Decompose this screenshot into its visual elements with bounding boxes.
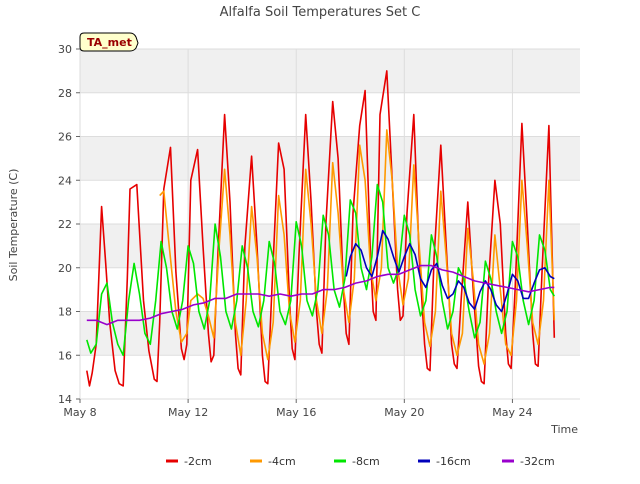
x-tick-label: May 16 (276, 406, 316, 419)
x-axis-ticks: May 8 May 12 May 16 May 20 May 24 (63, 399, 533, 419)
y-tick-label: 18 (58, 306, 72, 319)
series-line-2 (86, 183, 555, 357)
series-line-4 (86, 264, 555, 326)
x-tick-label: May 12 (168, 406, 208, 419)
legend-label: -16cm (436, 455, 471, 468)
y-axis-label: Soil Temperature (C) (7, 169, 20, 282)
x-tick-label: May 8 (63, 406, 96, 419)
x-tick-label: May 24 (492, 406, 532, 419)
y-tick-label: 28 (58, 87, 72, 100)
series-line-0 (86, 70, 556, 387)
y-tick-label: 30 (58, 43, 72, 56)
y-tick-label: 16 (58, 349, 72, 362)
annotation-label: TA_met (87, 36, 132, 49)
background-band (80, 311, 580, 356)
x-tick-label: May 20 (384, 406, 424, 419)
legend-label: -8cm (352, 455, 380, 468)
legend: -2cm -4cm -8cm -16cm -32cm (166, 455, 555, 468)
y-tick-label: 24 (58, 174, 72, 187)
legend-label: -4cm (268, 455, 296, 468)
legend-label: -32cm (520, 455, 555, 468)
y-axis-ticks: 14 16 18 20 22 24 26 28 30 (58, 43, 80, 406)
chart-title: Alfalfa Soil Temperatures Set C (220, 5, 421, 20)
annotation-ta-met: TA_met (79, 32, 139, 52)
x-axis-label: Time (550, 423, 578, 436)
background-band (80, 49, 580, 93)
y-tick-label: 20 (58, 262, 72, 275)
y-tick-label: 26 (58, 131, 72, 144)
series-line-1 (159, 129, 556, 365)
series-lines (86, 70, 556, 387)
legend-label: -2cm (184, 455, 212, 468)
y-tick-label: 22 (58, 218, 72, 231)
annotation-box (79, 32, 139, 52)
y-tick-label: 14 (58, 393, 72, 406)
